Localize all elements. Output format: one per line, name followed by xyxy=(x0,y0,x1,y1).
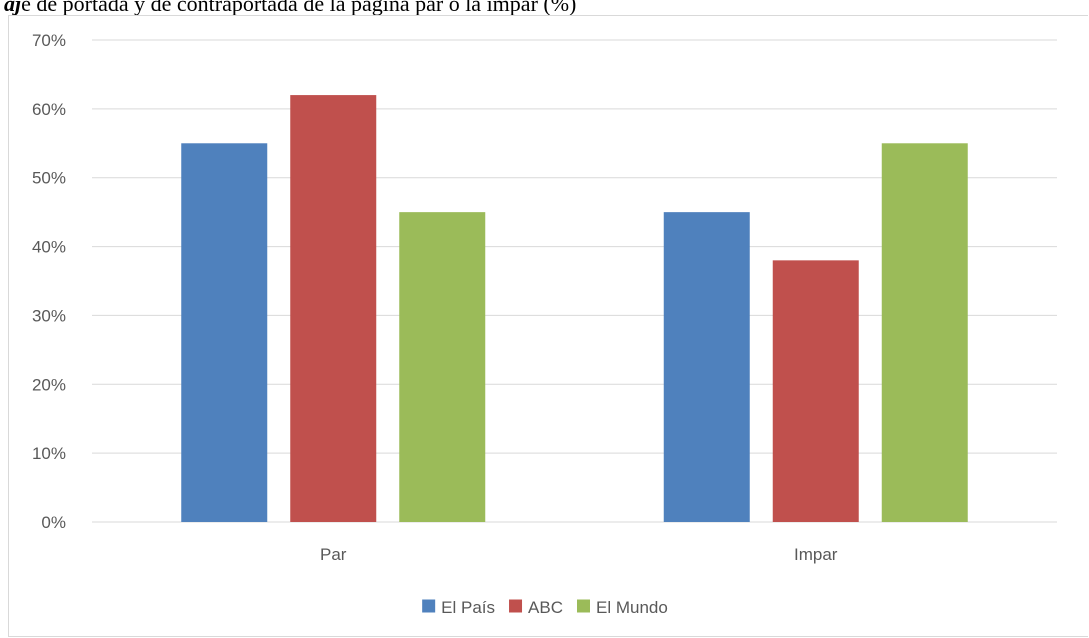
y-tick-label: 60% xyxy=(32,100,66,119)
legend-label: El País xyxy=(441,598,495,617)
y-tick-label: 0% xyxy=(41,513,66,532)
y-tick-label: 20% xyxy=(32,375,66,394)
y-tick-label: 10% xyxy=(32,444,66,463)
chart-frame xyxy=(8,15,1088,637)
y-tick-label: 70% xyxy=(32,31,66,50)
legend-swatch xyxy=(577,599,590,613)
x-tick-label: Par xyxy=(320,545,347,564)
bar-el-mundo-par xyxy=(399,212,486,522)
bar-abc-impar xyxy=(772,260,859,522)
document-text-lead: aj xyxy=(4,0,22,16)
legend-swatch xyxy=(422,599,436,613)
legend-label: ABC xyxy=(528,598,563,617)
legend-swatch xyxy=(509,599,523,613)
y-tick-label: 30% xyxy=(32,306,66,325)
legend-label: El Mundo xyxy=(596,598,668,617)
bar-el-mundo-impar xyxy=(881,143,968,523)
document-text-rest: e de portada y de contraportada de la pá… xyxy=(21,0,577,16)
bar-el-pa-s-impar xyxy=(663,212,750,522)
y-tick-label: 40% xyxy=(32,238,66,257)
bar-abc-par xyxy=(290,95,377,522)
document-text-fragment: aje de portada y de contraportada de la … xyxy=(4,0,1088,17)
bar-el-pa-s-par xyxy=(181,143,268,523)
x-tick-label: Impar xyxy=(794,545,838,564)
y-tick-label: 50% xyxy=(32,169,66,188)
